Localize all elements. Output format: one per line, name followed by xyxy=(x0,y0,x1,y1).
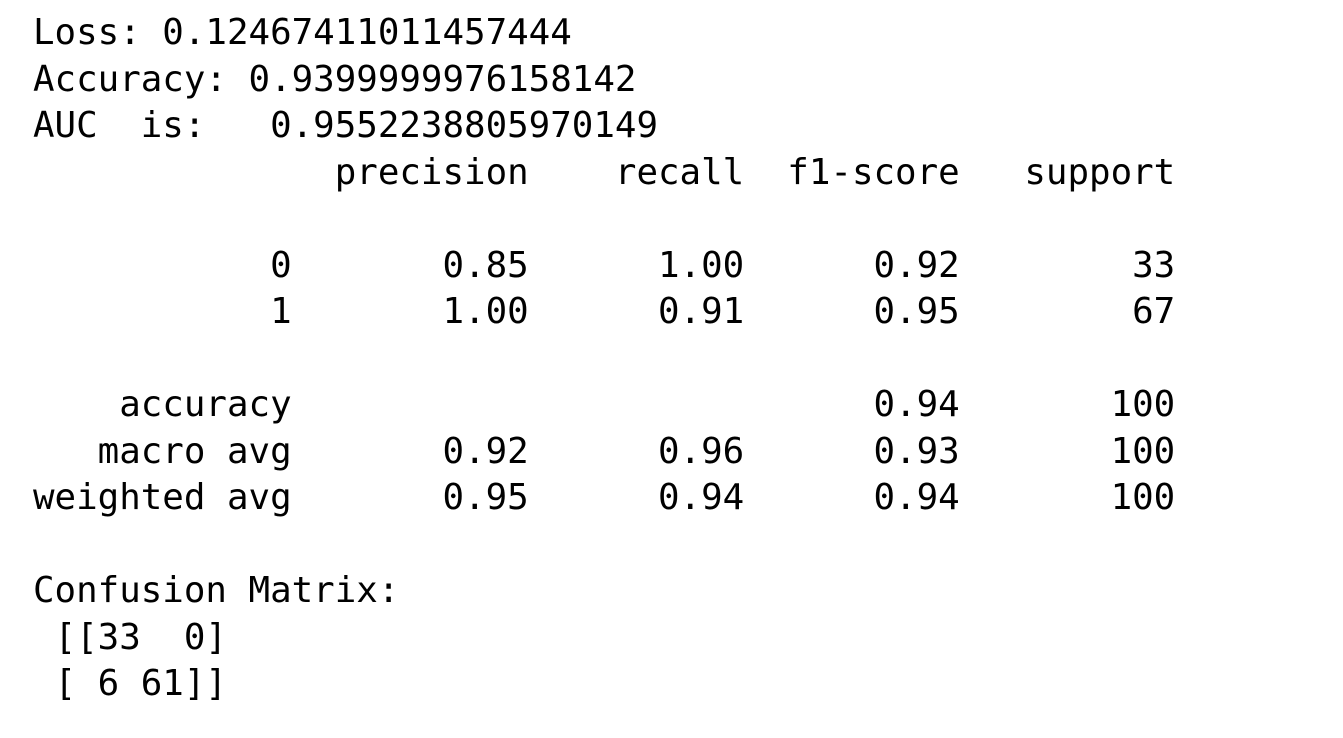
report-row-weighted-avg: weighted avg 0.95 0.94 0.94 100 xyxy=(33,477,1176,518)
report-row-accuracy: accuracy 0.94 100 xyxy=(33,384,1176,425)
console-output: Loss: 0.12467411011457444 Accuracy: 0.939… xyxy=(33,10,1175,708)
confusion-matrix-row-0: [[33 0] xyxy=(33,616,227,658)
blank-line xyxy=(33,336,1175,383)
auc-line: AUC is: 0.9552238805970149 xyxy=(33,105,658,146)
report-header-line: precision recall f1-score support xyxy=(33,151,1176,193)
accuracy-line: Accuracy: 0.9399999976158142 xyxy=(33,58,637,100)
report-row-macro-avg: macro avg 0.92 0.96 0.93 100 xyxy=(33,430,1176,472)
loss-line: Loss: 0.12467411011457444 xyxy=(33,12,572,53)
blank-line xyxy=(33,196,1175,243)
blank-line xyxy=(33,522,1175,569)
confusion-matrix-row-1: [ 6 61]] xyxy=(33,663,227,704)
confusion-matrix-title: Confusion Matrix: xyxy=(33,570,400,611)
report-row-class-1: 1 1.00 0.91 0.95 67 xyxy=(33,291,1176,332)
report-row-class-0: 0 0.85 1.00 0.92 33 xyxy=(33,244,1176,286)
